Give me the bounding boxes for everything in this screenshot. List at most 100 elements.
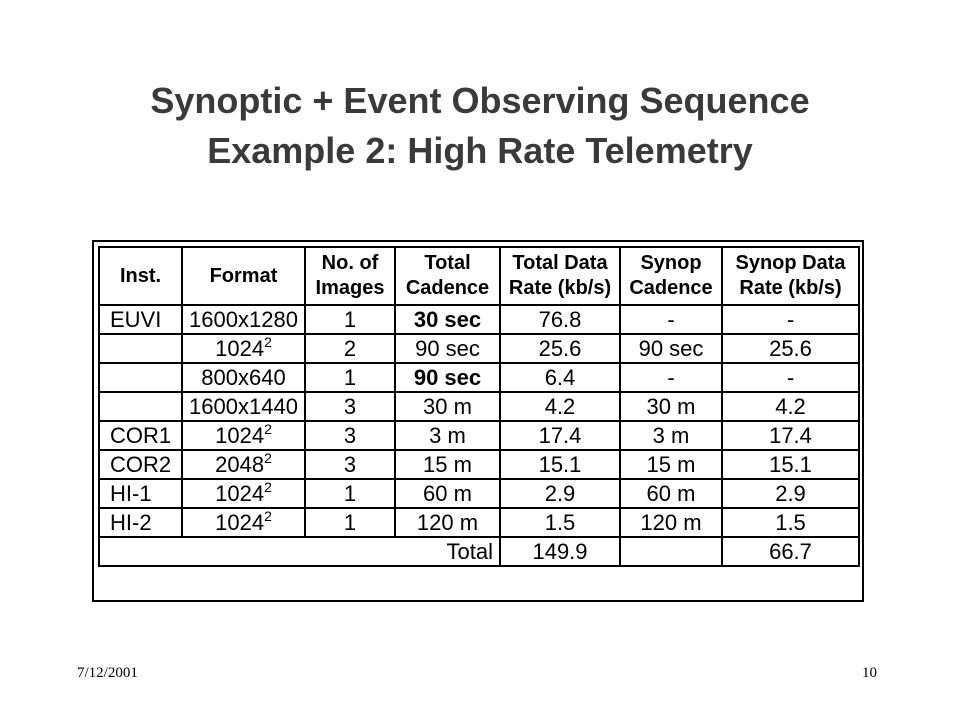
cell-rate: 1.5 bbox=[499, 507, 621, 538]
cell-cadence: 90 sec bbox=[394, 362, 501, 393]
header-text: Inst. bbox=[119, 264, 162, 287]
table-row: 10242 2 90 sec 25.6 90 sec 25.6 bbox=[98, 333, 860, 364]
cell-cadence: 60 m bbox=[394, 478, 501, 509]
header-text: Rate (kb/s) bbox=[739, 277, 842, 299]
total-rate: 149.9 bbox=[499, 536, 621, 567]
cell-inst: EUVI bbox=[98, 304, 183, 335]
header-synop-cadence: Synop Cadence bbox=[619, 246, 723, 306]
cell-cadence: 15 m bbox=[394, 449, 501, 480]
format-exponent: 2 bbox=[264, 334, 272, 350]
header-text: Cadence bbox=[405, 277, 490, 299]
table-row: COR1 10242 3 3 m 17.4 3 m 17.4 bbox=[98, 420, 860, 451]
cell-format: 10242 bbox=[181, 507, 306, 538]
format-value: 2048 bbox=[215, 452, 265, 477]
telemetry-table-frame: Inst. Format No. of Images Total Cadence Total… bbox=[92, 240, 864, 602]
title-line-1: Synoptic + Event Observing Sequence bbox=[150, 80, 810, 121]
table-body: Inst. Format No. of Images Total Cadence Total… bbox=[98, 246, 860, 567]
header-row: Inst. Format No. of Images Total Cadence Total… bbox=[98, 246, 860, 306]
cell-rate: 15.1 bbox=[499, 449, 621, 480]
cell-synop-cadence: 3 m bbox=[619, 420, 723, 451]
title-line-2: Example 2: High Rate Telemetry bbox=[207, 130, 753, 171]
cell-cadence: 90 sec bbox=[394, 333, 501, 364]
cell-rate: 25.6 bbox=[499, 333, 621, 364]
header-images: No. of Images bbox=[304, 246, 396, 306]
cell-synop-cadence: 30 m bbox=[619, 391, 723, 422]
format-value: 1600x1280 bbox=[189, 307, 298, 332]
cell-inst: HI-1 bbox=[98, 478, 183, 509]
format-value: 800x640 bbox=[201, 365, 286, 390]
cell-synop-cadence: 90 sec bbox=[619, 333, 723, 364]
cell-rate: 2.9 bbox=[499, 478, 621, 509]
header-text: Images bbox=[315, 277, 385, 299]
cell-cadence: 3 m bbox=[394, 420, 501, 451]
cell-synop-rate: 25.6 bbox=[721, 333, 860, 364]
header-format: Format bbox=[181, 246, 306, 306]
format-exponent: 2 bbox=[264, 421, 272, 437]
cell-inst: HI-2 bbox=[98, 507, 183, 538]
cell-images: 1 bbox=[304, 362, 396, 393]
table-row: COR2 20482 3 15 m 15.1 15 m 15.1 bbox=[98, 449, 860, 480]
cell-synop-rate: 2.9 bbox=[721, 478, 860, 509]
header-text: Format bbox=[209, 264, 278, 287]
cell-format: 10242 bbox=[181, 478, 306, 509]
header-rate: Total Data Rate (kb/s) bbox=[499, 246, 621, 306]
slide-title: Synoptic + Event Observing Sequence Exam… bbox=[0, 76, 960, 176]
header-text: Rate (kb/s) bbox=[508, 277, 612, 299]
table-row: EUVI 1600x1280 1 30 sec 76.8- - bbox=[98, 304, 860, 335]
cell-rate: 76.8 bbox=[499, 304, 621, 335]
cell-format: 1600x1440 bbox=[181, 391, 306, 422]
cell-images: 2 bbox=[304, 333, 396, 364]
format-exponent: 2 bbox=[264, 479, 272, 495]
format-exponent: 2 bbox=[264, 508, 272, 524]
cell-rate: 4.2 bbox=[499, 391, 621, 422]
total-label: Total bbox=[98, 536, 501, 567]
header-text: Synop Data bbox=[735, 252, 846, 274]
header-text: Cadence bbox=[629, 277, 713, 299]
header-cadence: Total Cadence bbox=[394, 246, 501, 306]
cell-rate: 17.4 bbox=[499, 420, 621, 451]
cell-images: 3 bbox=[304, 420, 396, 451]
format-value: 1024 bbox=[215, 481, 265, 506]
cell-synop-rate: 4.2 bbox=[721, 391, 860, 422]
format-value: 1024 bbox=[215, 336, 265, 361]
cell-format: 800x640 bbox=[181, 362, 306, 393]
header-inst: Inst. bbox=[98, 246, 183, 306]
cell-rate: 6.4 bbox=[499, 362, 621, 393]
table-row: 800x640 1 90 sec 6.4- - bbox=[98, 362, 860, 393]
telemetry-table: Inst. Format No. of Images Total Cadence Total… bbox=[98, 246, 860, 567]
cell-synop-rate: 15.1 bbox=[721, 449, 860, 480]
cell-images: 3 bbox=[304, 449, 396, 480]
cell-synop-cadence: - bbox=[619, 362, 723, 393]
cell-format: 1600x1280 bbox=[181, 304, 306, 335]
cell-format: 10242 bbox=[181, 420, 306, 451]
format-exponent: 2 bbox=[264, 450, 272, 466]
cell-format: 20482 bbox=[181, 449, 306, 480]
table-row: HI-1 10242 1 60 m 2.9 60 m 2.9 bbox=[98, 478, 860, 509]
page-number: 10 bbox=[862, 665, 877, 681]
cell-synop-rate: - bbox=[721, 304, 860, 335]
header-text: Total bbox=[424, 252, 471, 274]
cell-inst: COR2 bbox=[98, 449, 183, 480]
header-text: Synop bbox=[640, 252, 702, 274]
cell-inst bbox=[98, 333, 183, 364]
cell-cadence: 120 m bbox=[394, 507, 501, 538]
cell-images: 1 bbox=[304, 304, 396, 335]
table-row: 1600x1440 3 30 m 4.2 30 m 4.2 bbox=[98, 391, 860, 422]
cell-synop-cadence: 15 m bbox=[619, 449, 723, 480]
header-synop-rate: Synop Data Rate (kb/s) bbox=[721, 246, 860, 306]
total-synop-rate: 66.7 bbox=[721, 536, 860, 567]
cell-synop-cadence: - bbox=[619, 304, 723, 335]
cell-images: 3 bbox=[304, 391, 396, 422]
table-row: HI-2 10242 1 120 m 1.5 120 m 1.5 bbox=[98, 507, 860, 538]
format-value: 1600x1440 bbox=[189, 394, 298, 419]
cell-cadence: 30 sec bbox=[394, 304, 501, 335]
cell-synop-rate: 1.5 bbox=[721, 507, 860, 538]
header-text: No. of bbox=[321, 252, 379, 274]
cell-images: 1 bbox=[304, 507, 396, 538]
cell-synop-rate: - bbox=[721, 362, 860, 393]
cell-images: 1 bbox=[304, 478, 396, 509]
total-row: Total 149.9 66.7 bbox=[98, 536, 860, 567]
format-value: 1024 bbox=[215, 423, 265, 448]
cell-synop-cadence: 60 m bbox=[619, 478, 723, 509]
cell-inst bbox=[98, 362, 183, 393]
